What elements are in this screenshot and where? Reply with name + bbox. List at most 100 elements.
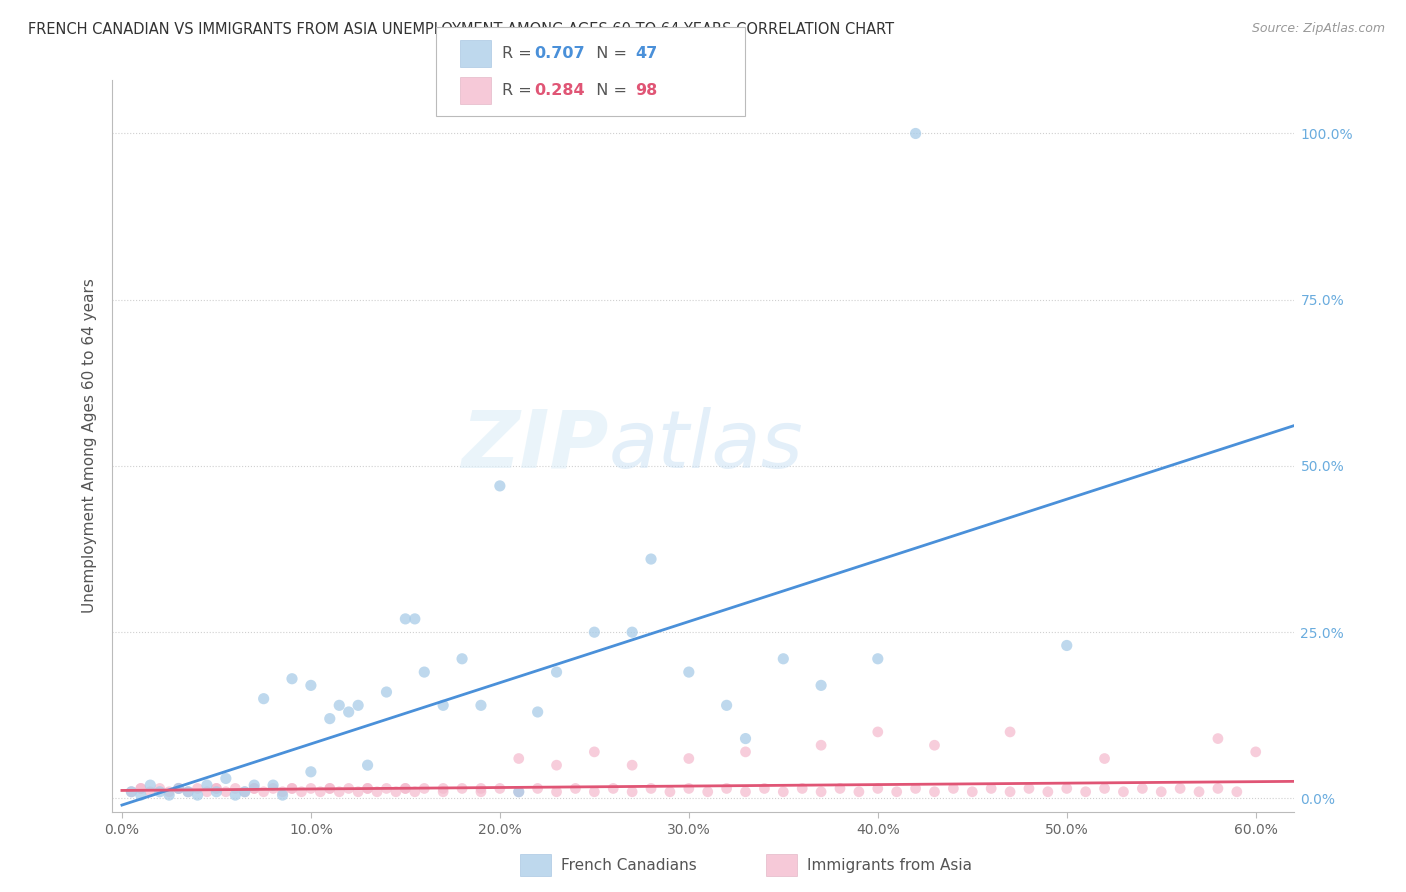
Point: [772, 652, 794, 666]
Point: [356, 781, 378, 796]
Point: [224, 781, 246, 796]
Point: [243, 781, 266, 796]
Point: [224, 788, 246, 802]
Point: [1094, 751, 1116, 765]
Text: ZIP: ZIP: [461, 407, 609, 485]
Point: [215, 785, 238, 799]
Point: [385, 785, 408, 799]
Text: French Canadians: French Canadians: [561, 858, 697, 872]
Point: [281, 781, 304, 796]
Point: [640, 552, 662, 566]
Point: [546, 785, 568, 799]
Point: [432, 781, 454, 796]
Point: [546, 758, 568, 772]
Point: [546, 665, 568, 679]
Text: N =: N =: [586, 46, 633, 62]
Point: [980, 781, 1002, 796]
Point: [489, 781, 512, 796]
Point: [1244, 745, 1267, 759]
Point: [139, 778, 162, 792]
Point: [432, 698, 454, 713]
Point: [432, 785, 454, 799]
Point: [621, 625, 644, 640]
Point: [734, 731, 756, 746]
Point: [734, 785, 756, 799]
Point: [129, 781, 152, 796]
Point: [583, 745, 606, 759]
Point: [526, 705, 548, 719]
Point: [621, 785, 644, 799]
Point: [281, 672, 304, 686]
Point: [215, 772, 238, 786]
Point: [924, 785, 946, 799]
Point: [1112, 785, 1135, 799]
Point: [195, 785, 218, 799]
Point: [299, 781, 322, 796]
Point: [583, 625, 606, 640]
Point: [404, 785, 426, 799]
Text: atlas: atlas: [609, 407, 803, 485]
Point: [413, 781, 436, 796]
Point: [205, 785, 228, 799]
Text: Immigrants from Asia: Immigrants from Asia: [807, 858, 972, 872]
Point: [924, 738, 946, 752]
Point: [962, 785, 984, 799]
Point: [328, 698, 350, 713]
Point: [404, 612, 426, 626]
Point: [772, 785, 794, 799]
Point: [149, 785, 172, 799]
Point: [1018, 781, 1040, 796]
Point: [167, 781, 190, 796]
Point: [157, 788, 180, 802]
Point: [394, 781, 416, 796]
Text: 0.707: 0.707: [534, 46, 585, 62]
Point: [129, 788, 152, 802]
Point: [205, 781, 228, 796]
Text: R =: R =: [502, 83, 537, 98]
Point: [177, 785, 200, 799]
Point: [299, 678, 322, 692]
Point: [262, 781, 284, 796]
Point: [470, 785, 492, 799]
Point: [1094, 781, 1116, 796]
Point: [319, 781, 342, 796]
Y-axis label: Unemployment Among Ages 60 to 64 years: Unemployment Among Ages 60 to 64 years: [82, 278, 97, 614]
Point: [347, 698, 370, 713]
Point: [1150, 785, 1173, 799]
Point: [186, 781, 208, 796]
Point: [886, 785, 908, 799]
Point: [120, 785, 142, 799]
Point: [508, 785, 530, 799]
Point: [375, 685, 398, 699]
Text: 98: 98: [636, 83, 658, 98]
Text: R =: R =: [502, 46, 537, 62]
Point: [129, 781, 152, 796]
Point: [413, 665, 436, 679]
Point: [366, 785, 388, 799]
Point: [621, 758, 644, 772]
Point: [233, 785, 256, 799]
Point: [810, 678, 832, 692]
Point: [998, 785, 1021, 799]
Point: [848, 785, 870, 799]
Point: [1036, 785, 1059, 799]
Point: [195, 778, 218, 792]
Point: [998, 725, 1021, 739]
Point: [167, 781, 190, 796]
Point: [281, 781, 304, 796]
Point: [337, 781, 360, 796]
Point: [470, 698, 492, 713]
Point: [451, 781, 474, 796]
Point: [1206, 781, 1229, 796]
Point: [328, 785, 350, 799]
Point: [253, 691, 276, 706]
Point: [904, 781, 927, 796]
Point: [337, 705, 360, 719]
Point: [309, 785, 332, 799]
Point: [508, 751, 530, 765]
Point: [233, 785, 256, 799]
Point: [149, 781, 172, 796]
Point: [489, 479, 512, 493]
Point: [678, 751, 700, 765]
Point: [451, 652, 474, 666]
